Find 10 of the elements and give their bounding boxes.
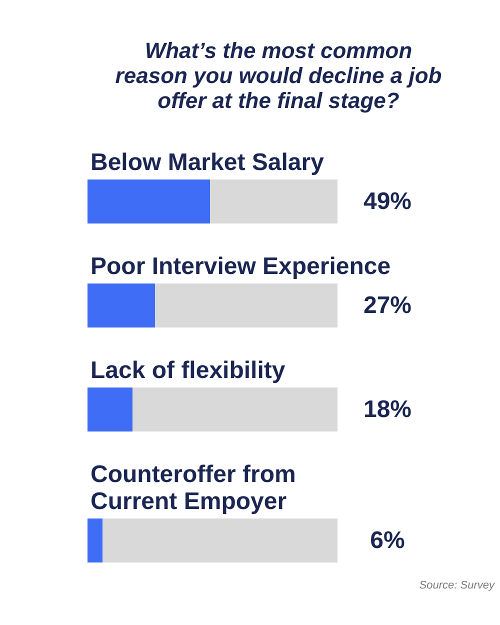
y-tick-label: Lack of flexibility [90, 357, 286, 384]
data-label: 6% [370, 527, 405, 554]
y-tick-label: Counteroffer from Current Empoyer [90, 461, 296, 515]
y-tick-label: Below Market Salary [90, 149, 325, 176]
source-note: Source: Survey [419, 580, 496, 592]
data-label: 27% [363, 292, 412, 319]
data-label: 18% [363, 396, 412, 423]
data-label: 49% [363, 188, 412, 215]
y-tick-label: Poor Interview Experience [90, 253, 391, 280]
chart-title: What’s the most common reason you would decline a job offer at the final stage? [115, 38, 442, 113]
